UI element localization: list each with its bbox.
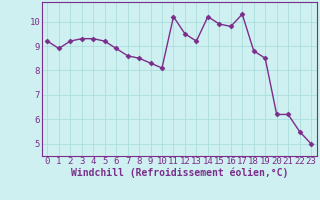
- X-axis label: Windchill (Refroidissement éolien,°C): Windchill (Refroidissement éolien,°C): [70, 168, 288, 178]
